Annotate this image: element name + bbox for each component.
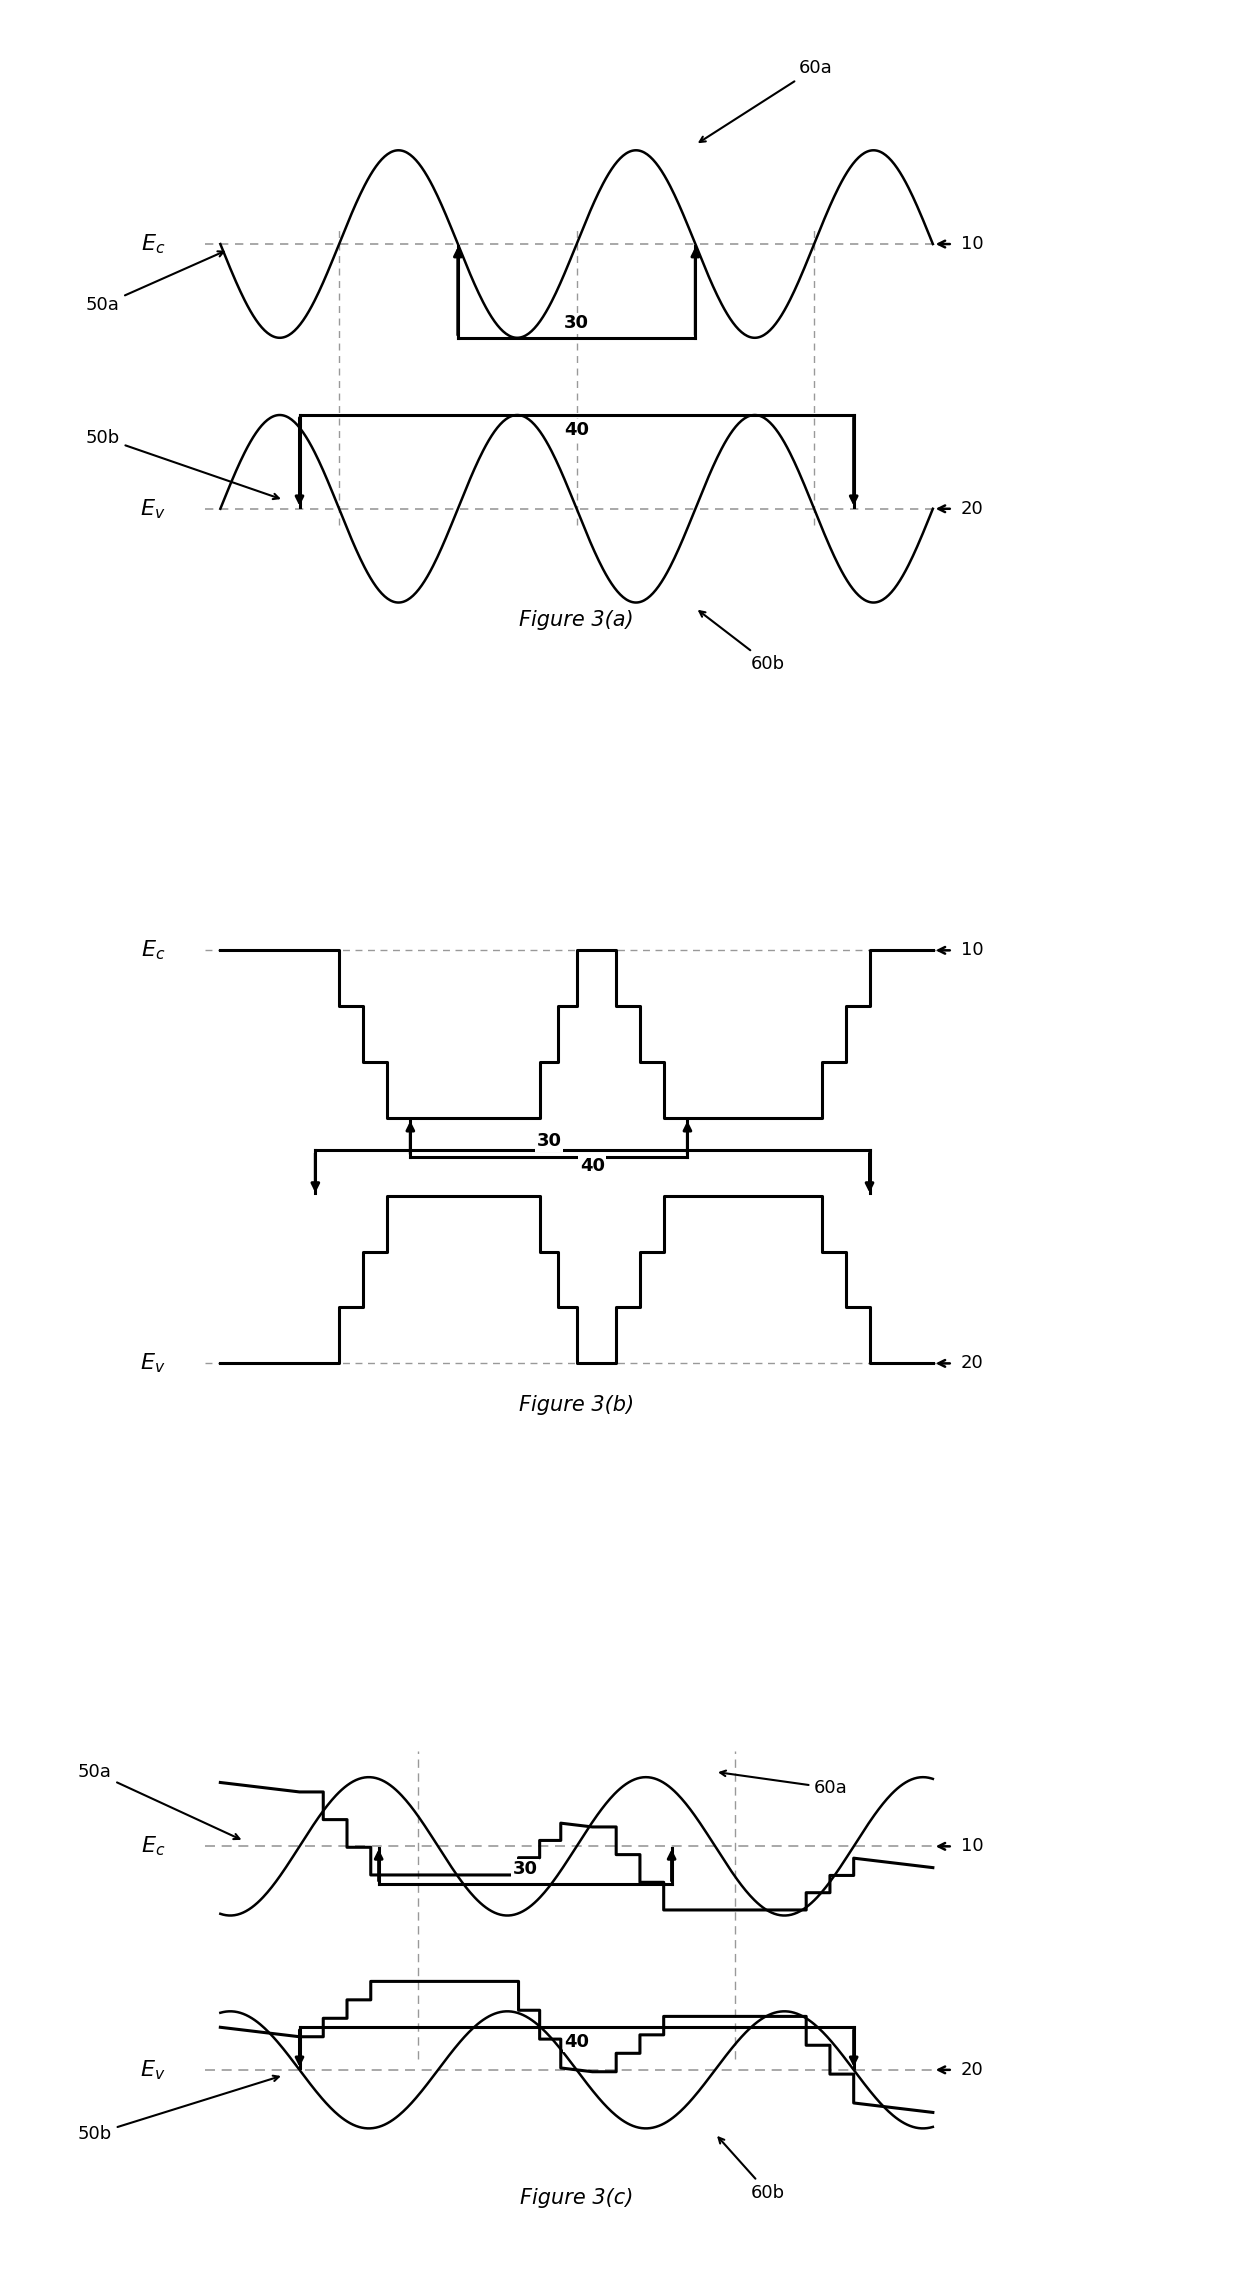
Text: 40: 40	[564, 421, 589, 439]
Text: 30: 30	[537, 1133, 562, 1151]
Text: 60a: 60a	[699, 59, 832, 141]
Text: $E_c$: $E_c$	[140, 940, 165, 962]
Text: 30: 30	[564, 314, 589, 332]
Text: 20: 20	[961, 500, 983, 519]
Text: Figure 3(c): Figure 3(c)	[520, 2189, 634, 2209]
Text: 10: 10	[961, 942, 983, 960]
Text: 40: 40	[580, 1158, 605, 1174]
Text: 50b: 50b	[86, 428, 279, 498]
Text: 50a: 50a	[86, 250, 223, 314]
Text: $E_c$: $E_c$	[140, 1834, 165, 1859]
Text: 40: 40	[564, 2032, 589, 2050]
Text: 60b: 60b	[699, 612, 785, 673]
Text: 50b: 50b	[78, 2075, 279, 2143]
Text: 20: 20	[961, 1354, 983, 1372]
Text: 30: 30	[512, 1861, 538, 1879]
Text: $E_v$: $E_v$	[140, 1351, 165, 1374]
Text: 10: 10	[961, 234, 983, 253]
Text: $E_v$: $E_v$	[140, 496, 165, 521]
Text: $E_v$: $E_v$	[140, 2059, 165, 2082]
Text: $E_c$: $E_c$	[140, 232, 165, 255]
Text: Figure 3(a): Figure 3(a)	[520, 610, 634, 630]
Text: 20: 20	[961, 2061, 983, 2079]
Text: Figure 3(b): Figure 3(b)	[520, 1395, 634, 1415]
Text: 60a: 60a	[720, 1770, 848, 1797]
Text: 10: 10	[961, 1838, 983, 1856]
Text: 50a: 50a	[78, 1763, 239, 1838]
Text: 60b: 60b	[718, 2138, 785, 2202]
